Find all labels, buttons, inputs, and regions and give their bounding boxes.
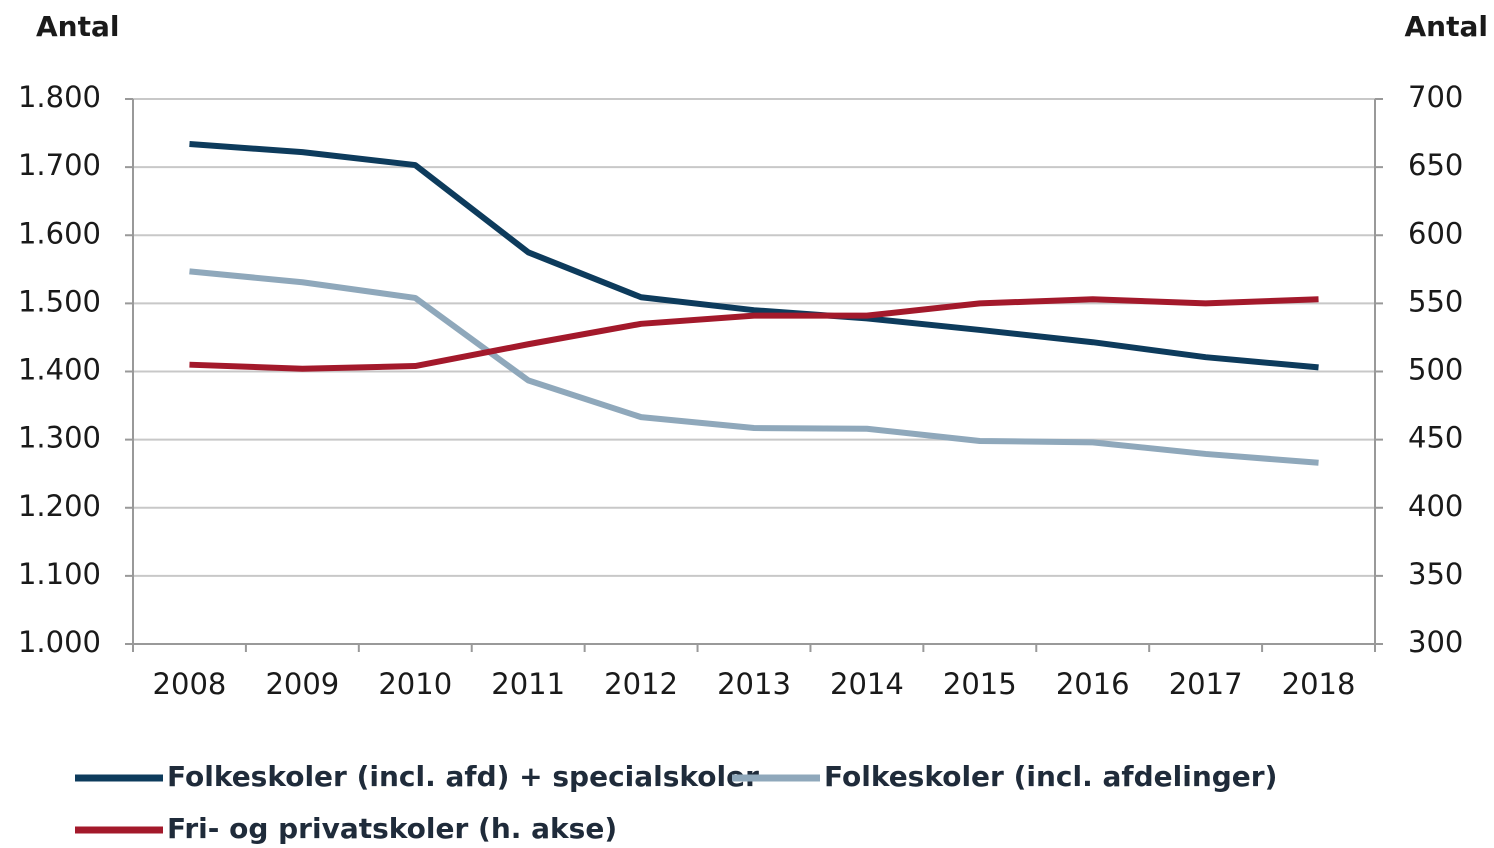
x-tick-label: 2015 — [943, 667, 1017, 701]
y2-tick-label: 400 — [1408, 489, 1463, 523]
series-line — [189, 140, 1319, 371]
x-tick-label: 2011 — [491, 667, 565, 701]
legend-label: Folkeskoler (incl. afdelinger) — [824, 760, 1277, 793]
y2-tick-label: 650 — [1408, 148, 1463, 182]
y-tick-label: 1.100 — [18, 557, 101, 591]
y2-tick-label: 300 — [1408, 625, 1463, 659]
y-tick-label: 1.200 — [18, 489, 101, 523]
y-tick-label: 1.400 — [18, 353, 101, 387]
x-tick-label: 2009 — [265, 667, 339, 701]
legend-label: Folkeskoler (incl. afd) + specialskoler — [167, 760, 759, 793]
y-tick-label: 1.600 — [18, 216, 101, 250]
series-line — [189, 296, 1319, 372]
y2-tick-label: 550 — [1408, 284, 1463, 318]
x-tick-label: 2013 — [717, 667, 791, 701]
y-tick-label: 1.500 — [18, 284, 101, 318]
x-tick-label: 2014 — [830, 667, 904, 701]
y-tick-label: 1.000 — [18, 625, 101, 659]
x-tick-label: 2017 — [1169, 667, 1243, 701]
x-tick-label: 2016 — [1056, 667, 1130, 701]
y2-tick-label: 350 — [1408, 557, 1463, 591]
legend-label: Fri- og privatskoler (h. akse) — [167, 812, 617, 845]
x-tick-label: 2008 — [153, 667, 227, 701]
series-line — [189, 268, 1319, 466]
y-tick-label: 1.700 — [18, 148, 101, 182]
y2-tick-label: 500 — [1408, 353, 1463, 387]
y2-axis-title: Antal — [1405, 10, 1488, 43]
y2-tick-label: 450 — [1408, 421, 1463, 455]
y-axis-title: Antal — [36, 10, 119, 43]
x-tick-label: 2018 — [1282, 667, 1356, 701]
x-tick-label: 2012 — [604, 667, 678, 701]
y-tick-label: 1.800 — [18, 80, 101, 114]
y-tick-label: 1.300 — [18, 421, 101, 455]
y2-tick-label: 600 — [1408, 216, 1463, 250]
y2-tick-label: 700 — [1408, 80, 1463, 114]
x-tick-label: 2010 — [378, 667, 452, 701]
